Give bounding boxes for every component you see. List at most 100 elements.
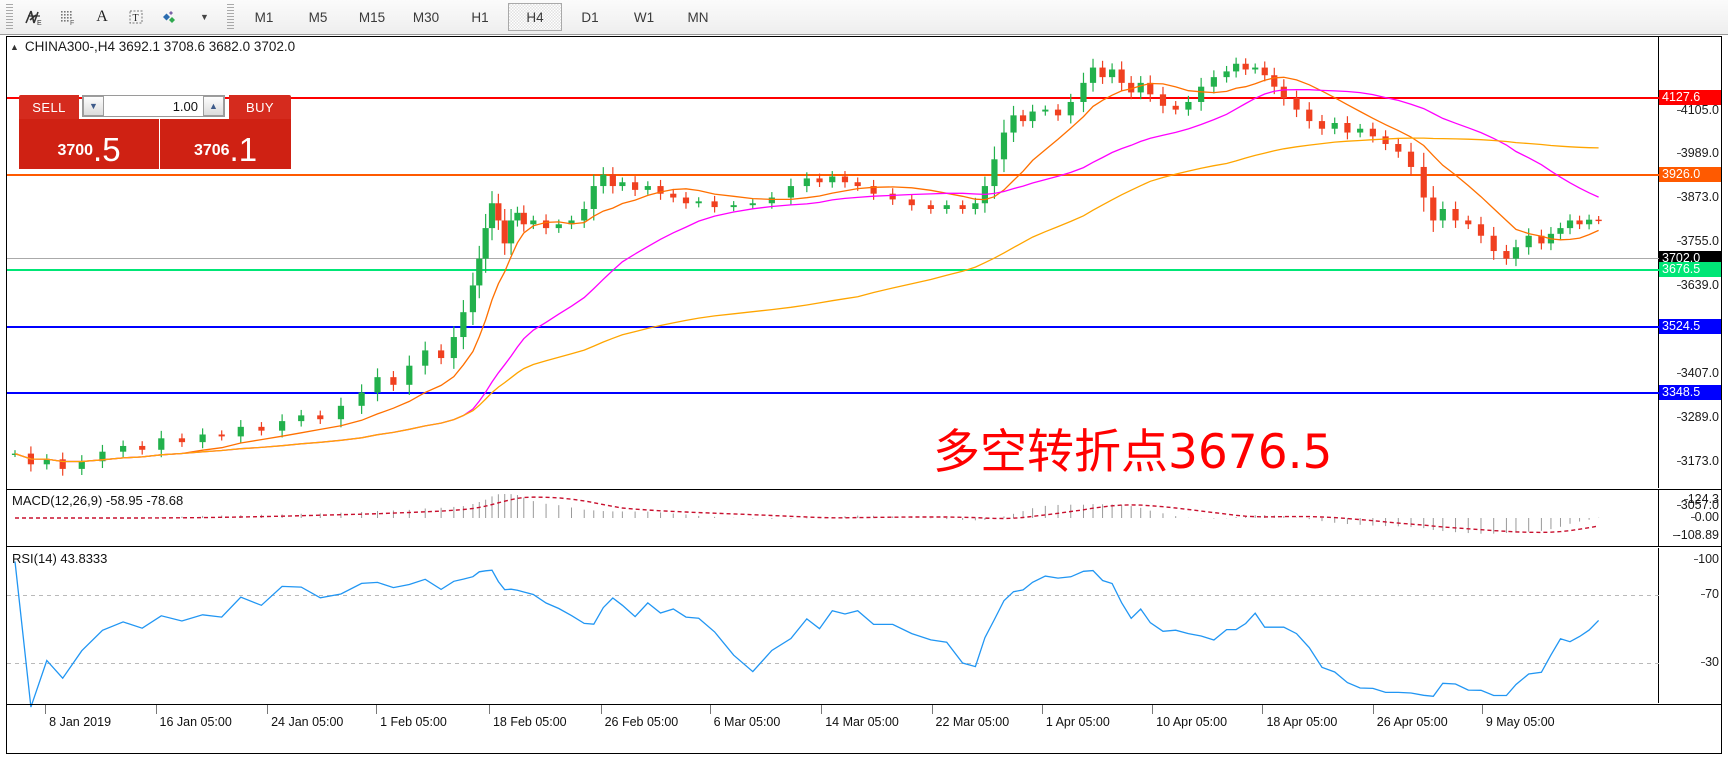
ma-slow-line <box>14 137 1599 463</box>
price-tick: 3755.0 <box>1676 234 1719 248</box>
rsi-canvas <box>14 561 1600 708</box>
price-tick: 3407.0 <box>1676 366 1719 380</box>
macd-pane[interactable]: MACD(12,26,9) -58.95 -78.68 124.3 0.00 -10… <box>7 489 1721 547</box>
buy-price-integer: 3706 <box>193 142 230 159</box>
price-badge[interactable]: 4127.6 <box>1659 90 1721 105</box>
date-tick-separator <box>821 705 823 714</box>
objects-insert-icon[interactable] <box>153 2 187 32</box>
date-tick-separator <box>600 705 602 714</box>
price-badge[interactable]: 3348.5 <box>1659 385 1721 400</box>
buy-price-decimal: .1 <box>229 130 258 168</box>
symbol-header: ▲ CHINA300-,H4 3692.1 3708.6 3682.0 3702… <box>10 39 295 54</box>
date-tick-label: 18 Feb 05:00 <box>492 715 567 729</box>
date-tick-separator <box>1152 705 1154 714</box>
svg-text:F: F <box>70 20 74 27</box>
buy-button[interactable]: BUY <box>229 95 291 119</box>
volume-stepper[interactable]: ▼ 1.00 ▲ <box>82 95 225 117</box>
symbol-header-text: CHINA300-,H4 3692.1 3708.6 3682.0 3702.0 <box>24 39 296 54</box>
date-tick-separator <box>267 705 269 714</box>
date-tick-label: 18 Apr 05:00 <box>1266 715 1338 729</box>
sell-button[interactable]: SELL <box>19 95 79 119</box>
ticket-controls-row: SELL ▼ 1.00 ▲ BUY <box>19 95 291 119</box>
macd-scale: 124.3 0.00 -108.89 <box>1659 490 1721 546</box>
price-tick: 3173.0 <box>1676 454 1719 468</box>
date-tick-separator <box>1262 705 1264 714</box>
timeframe-m1[interactable]: M1 <box>254 9 274 25</box>
price-tick: 3289.0 <box>1676 410 1719 424</box>
level-line[interactable] <box>7 258 1659 259</box>
date-tick-label: 22 Mar 05:00 <box>935 715 1010 729</box>
scale-tick: 70 <box>1701 587 1719 601</box>
date-tick-label: 26 Feb 05:00 <box>604 715 679 729</box>
date-tick-label: 24 Jan 05:00 <box>271 715 344 729</box>
level-line[interactable] <box>7 326 1659 328</box>
price-pane[interactable]: ▲ CHINA300-,H4 3692.1 3708.6 3682.0 3702… <box>7 37 1721 512</box>
level-line[interactable] <box>7 392 1659 394</box>
timeframe-mn[interactable]: MN <box>687 9 709 25</box>
price-tick: 3639.0 <box>1676 278 1719 292</box>
deal-ticket[interactable]: SELL ▼ 1.00 ▲ BUY 3700 .5 3706 .1 <box>19 95 291 169</box>
level-line[interactable] <box>7 97 1659 99</box>
timeframe-d1[interactable]: D1 <box>581 9 599 25</box>
date-tick-separator <box>709 705 711 714</box>
rsi-pane[interactable]: RSI(14) 43.8333 100 70 30 <box>7 548 1721 708</box>
level-line[interactable] <box>7 269 1659 271</box>
price-tick: 3057.0 <box>1676 498 1719 512</box>
sell-price-integer: 3700 <box>57 142 94 159</box>
date-tick-label: 8 Jan 2019 <box>49 715 112 729</box>
timeframe-w1[interactable]: W1 <box>633 9 655 25</box>
volume-increase-icon[interactable]: ▲ <box>203 96 224 116</box>
price-tick: 3873.0 <box>1676 190 1719 204</box>
text-label-icon[interactable]: A <box>96 8 108 25</box>
date-tick-label: 10 Apr 05:00 <box>1156 715 1228 729</box>
chart-annotation: 多空转折点3676.5 <box>933 425 1333 480</box>
sell-price-box[interactable]: 3700 .5 <box>19 119 159 169</box>
collapse-icon[interactable]: ▲ <box>10 42 19 52</box>
rsi-scale: 100 70 30 <box>1659 548 1721 703</box>
timeframe-group-grip[interactable] <box>227 4 234 30</box>
toolbar-grip[interactable] <box>6 4 13 30</box>
candlestick-canvas <box>11 57 1602 476</box>
date-tick-separator <box>1041 705 1043 714</box>
price-badge[interactable]: 3926.0 <box>1659 167 1721 182</box>
date-axis[interactable]: 8 Jan 2019 16 Jan 05:00 24 Jan 05:00 1 Feb … <box>7 704 1721 753</box>
date-tick-separator <box>376 705 378 714</box>
price-badge[interactable]: 3676.5 <box>1659 262 1721 277</box>
sell-price-decimal: .5 <box>93 130 121 168</box>
date-tick-label: 9 May 05:00 <box>1485 715 1555 729</box>
ma-fast-line <box>14 76 1599 463</box>
macd-canvas <box>15 494 1600 534</box>
date-tick-label: 14 Mar 05:00 <box>825 715 899 729</box>
date-tick-label: 16 Jan 05:00 <box>159 715 232 729</box>
date-tick-separator <box>1372 705 1374 714</box>
macd-scale-divider <box>1658 490 1659 546</box>
scale-tick: 124.3 <box>1683 492 1719 506</box>
price-badge[interactable]: 3524.5 <box>1659 319 1721 334</box>
rsi-line <box>14 561 1600 708</box>
date-tick-label: 1 Feb 05:00 <box>380 715 447 729</box>
timeframe-h4[interactable]: H4 <box>508 3 562 31</box>
macd-label: MACD(12,26,9) -58.95 -78.68 <box>12 493 184 508</box>
text-box-icon[interactable]: T <box>119 2 153 32</box>
scale-tick: 0.00 <box>1690 510 1719 524</box>
date-tick-separator <box>931 705 933 714</box>
timeframe-h1[interactable]: H1 <box>471 9 489 25</box>
price-scale[interactable]: 4105.0 3989.0 3873.0 3755.0 3639.0 3407.0 3289… <box>1659 37 1721 512</box>
indicators-icon[interactable]: E <box>17 2 51 32</box>
chart-frame[interactable]: ▲ CHINA300-,H4 3692.1 3708.6 3682.0 3702… <box>6 36 1722 754</box>
timeframe-m5[interactable]: M5 <box>308 9 328 25</box>
buy-price-box[interactable]: 3706 .1 <box>160 119 291 169</box>
volume-value[interactable]: 1.00 <box>172 98 198 114</box>
date-tick-label: 26 Apr 05:00 <box>1376 715 1448 729</box>
ticket-price-row: 3700 .5 3706 .1 <box>19 119 291 169</box>
date-tick-label: 1 Apr 05:00 <box>1045 715 1110 729</box>
grid-icon[interactable]: F <box>51 2 85 32</box>
svg-text:E: E <box>37 20 42 27</box>
timeframe-m15[interactable]: M15 <box>358 9 386 25</box>
timeframe-m30[interactable]: M30 <box>412 9 440 25</box>
scale-tick: 30 <box>1701 655 1719 669</box>
date-tick-label: 6 Mar 05:00 <box>713 715 781 729</box>
objects-dropdown-caret-icon[interactable]: ▼ <box>200 12 209 22</box>
level-line[interactable] <box>7 174 1659 176</box>
volume-decrease-icon[interactable]: ▼ <box>83 96 104 116</box>
